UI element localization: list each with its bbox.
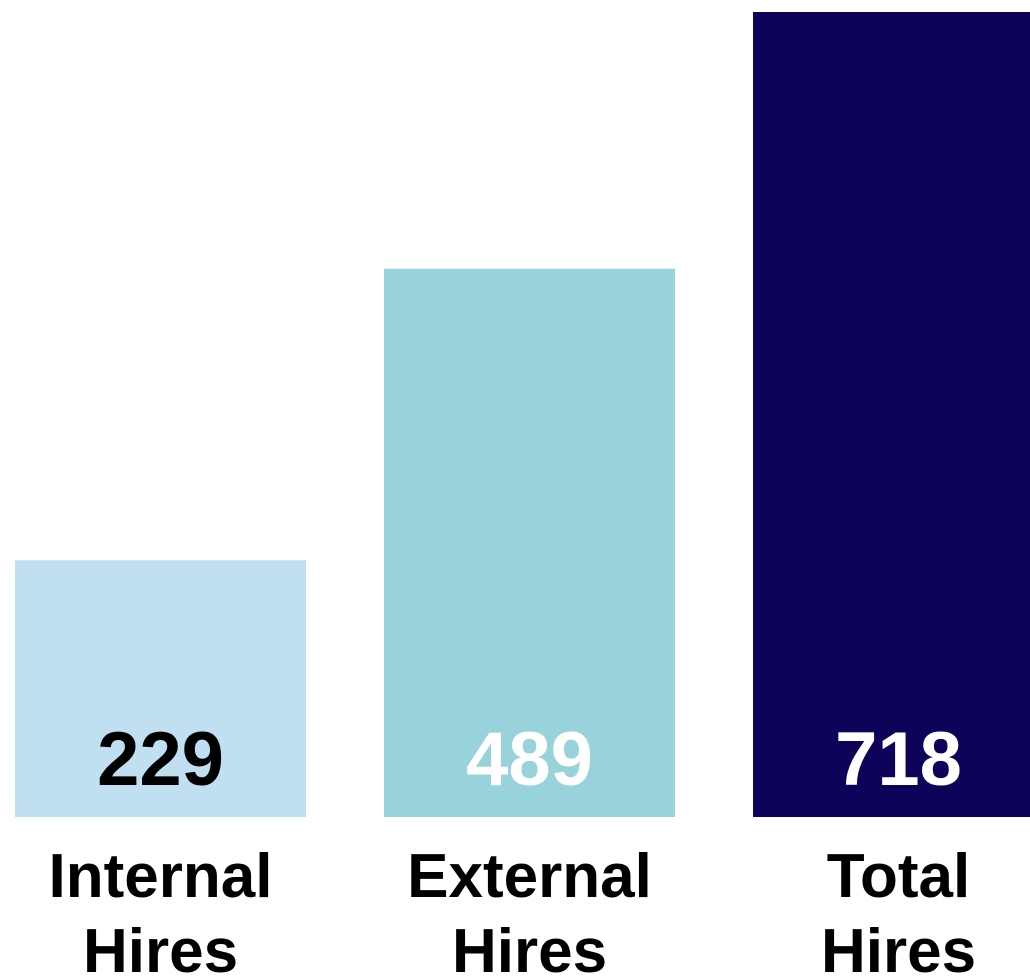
bar-1	[384, 268, 675, 817]
bar-value-label-0: 229	[97, 717, 224, 802]
bar-2	[753, 12, 1030, 817]
value-labels-group: 229 489 718	[97, 717, 962, 802]
category-label-line: External	[407, 842, 652, 911]
category-label-line: Hires	[452, 917, 607, 979]
category-label-line: Internal	[49, 842, 273, 911]
category-label-1: External Hires	[407, 842, 652, 979]
category-label-2: Total Hires	[821, 842, 976, 979]
bar-0	[15, 560, 306, 817]
category-label-line: Hires	[821, 917, 976, 979]
bar-value-label-1: 489	[466, 717, 593, 802]
bar-value-label-2: 718	[835, 717, 962, 802]
category-label-line: Hires	[83, 917, 238, 979]
category-label-0: Internal Hires	[49, 842, 273, 979]
bars-group	[15, 12, 1030, 817]
category-label-line: Total	[827, 842, 971, 911]
